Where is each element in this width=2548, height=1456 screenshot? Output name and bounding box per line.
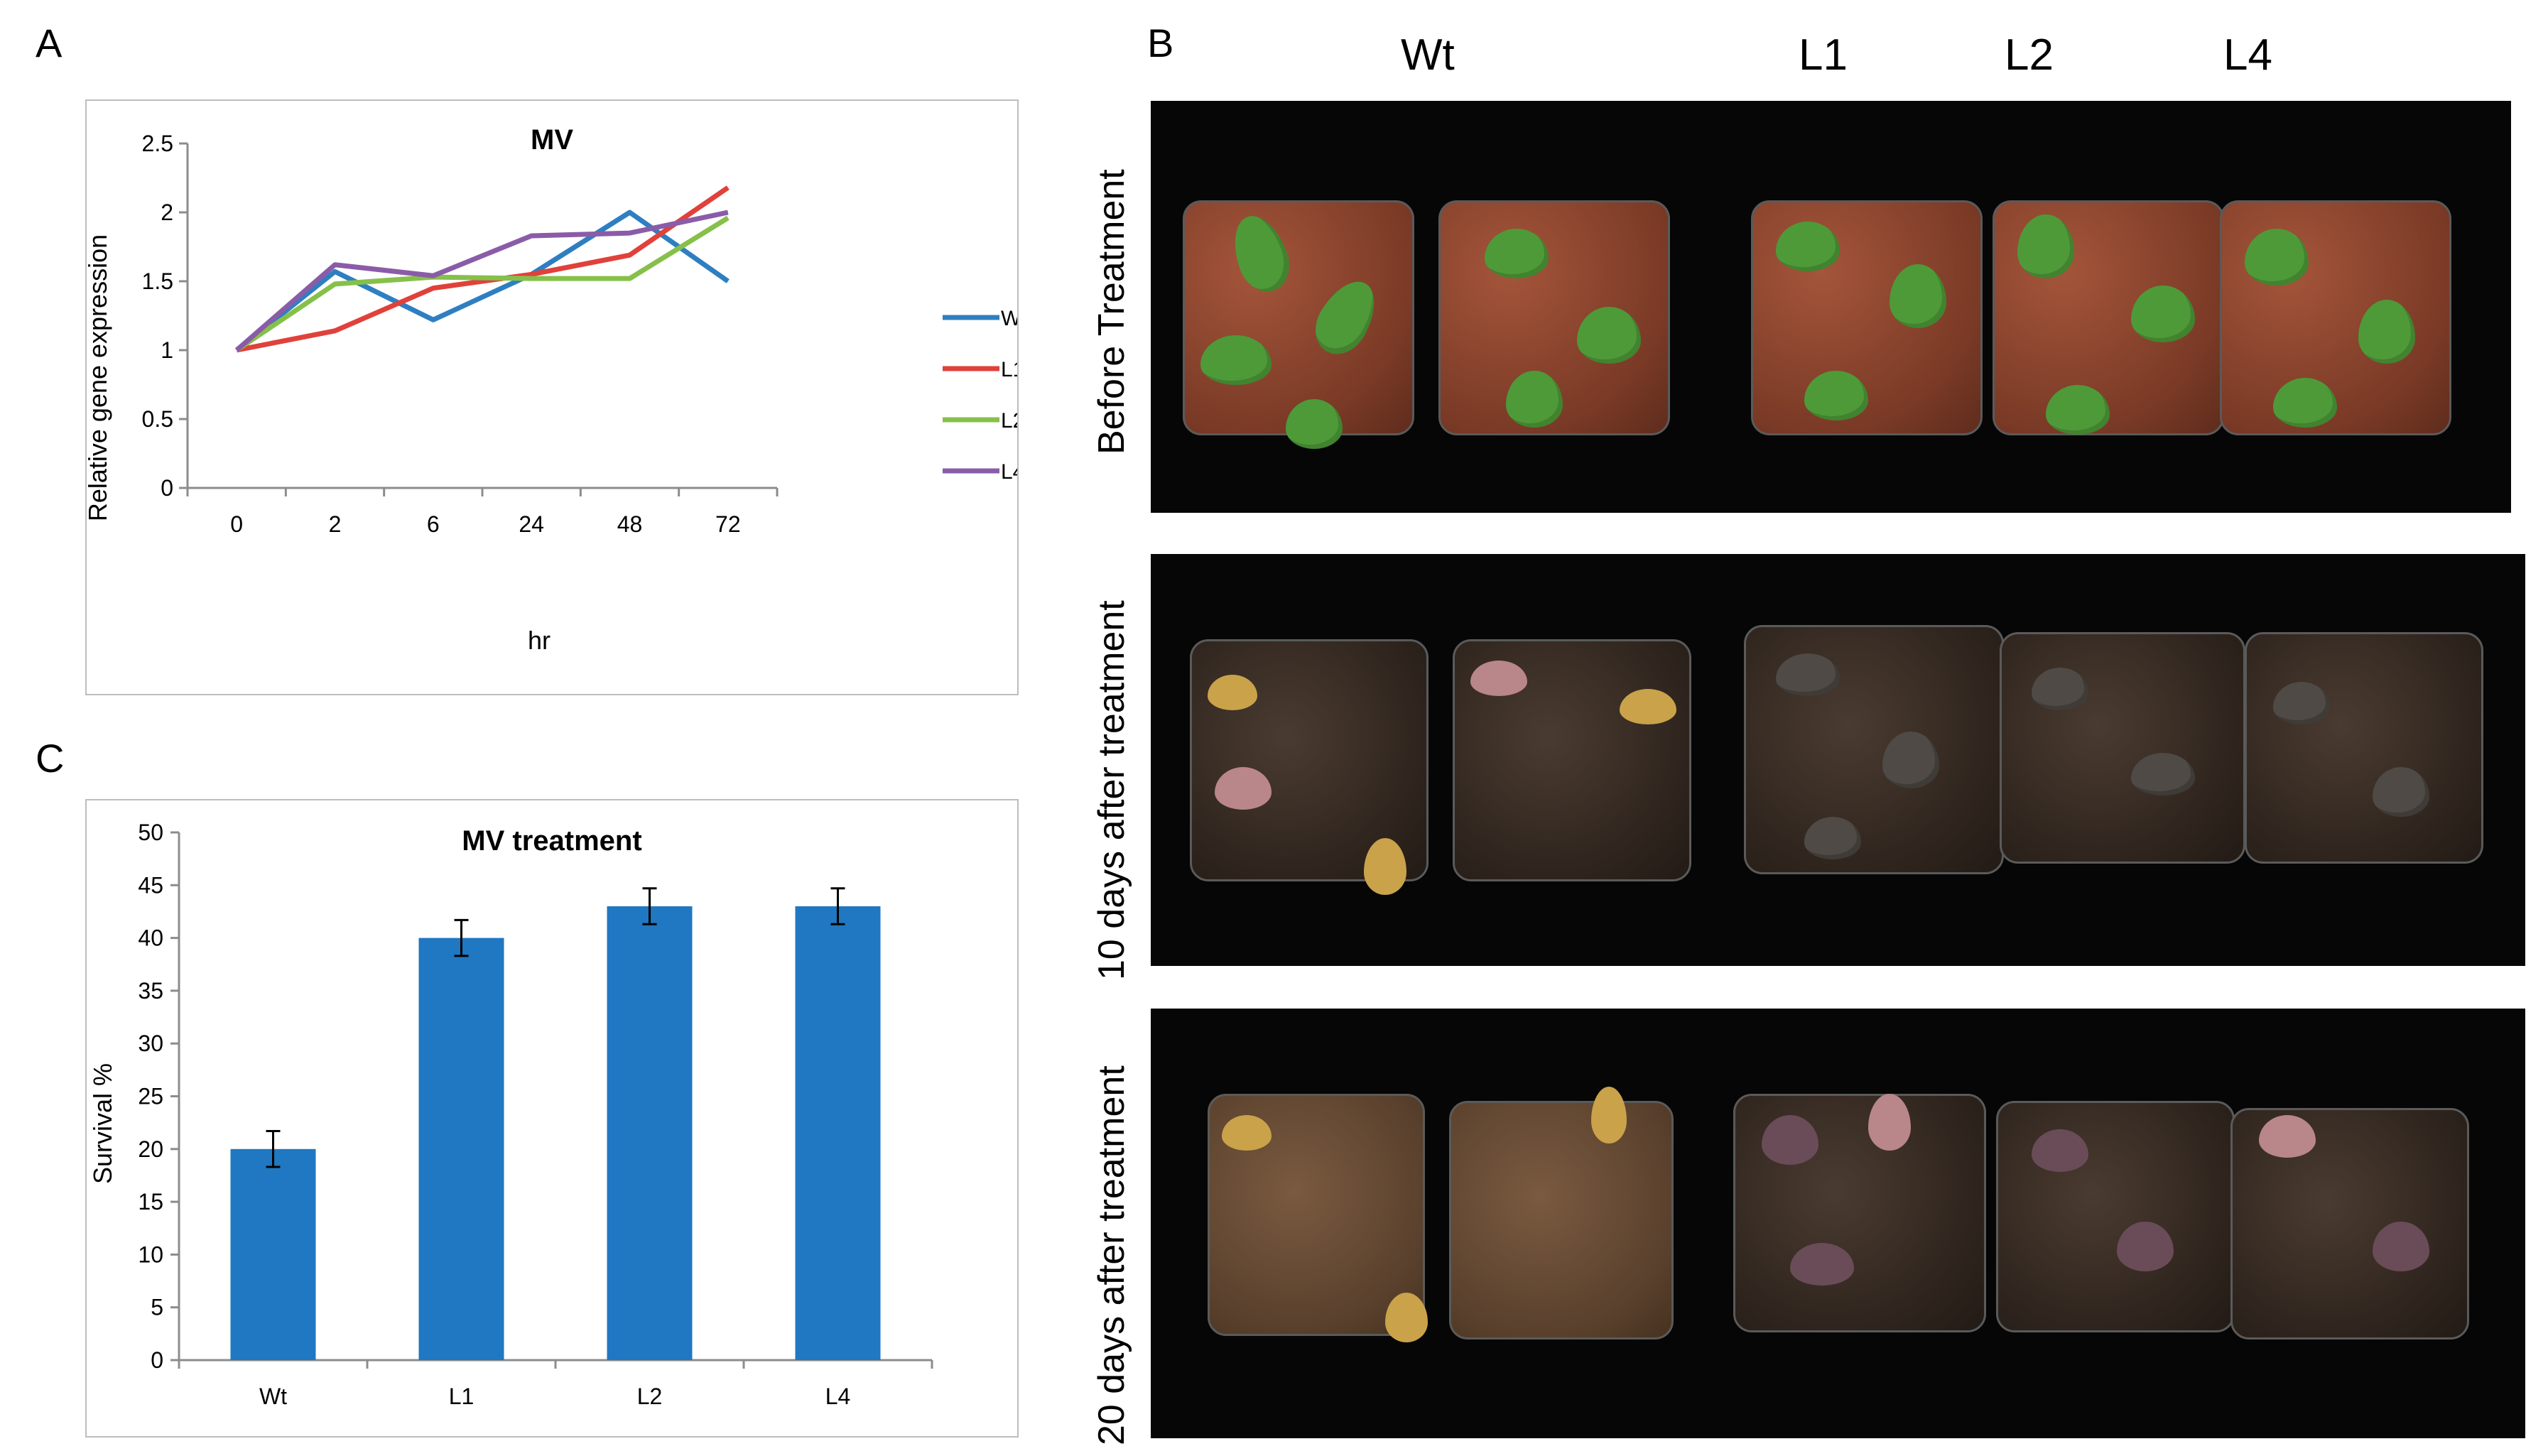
photo-10-days-after <box>1151 554 2525 966</box>
photo-before-treatment <box>1151 101 2511 513</box>
bar-chart: MV treatment Survival % 0 5 10 15 20 25 30 35 40… <box>88 820 933 1409</box>
y-tick-label: 10 <box>138 1242 163 1267</box>
line-chart-xlabel: hr <box>528 626 551 655</box>
legend-label-wt: Wt <box>1001 307 1017 330</box>
x-tick-label: 48 <box>617 511 643 537</box>
y-tick-label: 35 <box>138 978 163 1004</box>
series-line-l4 <box>234 210 729 352</box>
column-label-l1: L1 <box>1799 31 1848 80</box>
legend-label-l1: L1 <box>1001 358 1017 381</box>
line-chart-title: MV <box>531 124 573 156</box>
bar-chart-ylabel: Survival % <box>88 1063 117 1184</box>
x-tick-label: L1 <box>449 1384 475 1409</box>
y-tick-label: 1 <box>161 337 173 363</box>
panel-letter-b: B <box>1147 21 1174 65</box>
y-tick-label: 1.5 <box>142 268 173 294</box>
legend-label-l4: L4 <box>1001 460 1017 484</box>
y-tick-label: 50 <box>138 820 163 845</box>
x-tick-label: 0 <box>230 511 243 537</box>
y-tick-label: 0 <box>151 1347 163 1373</box>
x-tick-label: 2 <box>329 511 342 537</box>
y-tick-label: 20 <box>138 1136 163 1162</box>
bar-l1 <box>418 938 504 1360</box>
x-tick-label: 72 <box>715 511 741 537</box>
y-tick-label: 0 <box>161 475 173 501</box>
line-chart-panel: MV Relative gene expression hr 0 0.5 1 1.5 2… <box>83 99 1027 695</box>
bar-chart-title: MV treatment <box>462 825 641 857</box>
bar-l2 <box>607 906 693 1360</box>
y-tick-label: 0.5 <box>142 406 173 432</box>
line-chart-ylabel: Relative gene expression <box>87 234 112 521</box>
column-label-wt: Wt <box>1401 31 1455 80</box>
row-label-before: Before Treatment <box>1091 169 1132 455</box>
y-tick-label: 15 <box>138 1189 163 1215</box>
y-tick-label: 2.5 <box>142 131 173 156</box>
y-tick-label: 5 <box>151 1295 163 1320</box>
y-tick-label: 40 <box>138 925 163 951</box>
series-line-wt <box>234 210 730 352</box>
bar-chart-panel: MV treatment Survival % 0 5 10 15 20 25 30 35 40… <box>85 799 1019 1438</box>
row-label-20-days: 20 days after treatment <box>1091 1065 1132 1445</box>
y-tick-label: 25 <box>138 1084 163 1109</box>
y-tick-label: 2 <box>161 200 173 225</box>
column-label-l2: L2 <box>2005 31 2054 80</box>
x-tick-label: L2 <box>637 1384 663 1409</box>
y-tick-label: 30 <box>138 1031 163 1056</box>
legend-label-l2: L2 <box>1001 409 1017 433</box>
y-tick-label: 45 <box>138 872 163 898</box>
bar-l4 <box>795 906 881 1360</box>
x-tick-label: Wt <box>259 1384 287 1409</box>
x-tick-label: 24 <box>519 511 544 537</box>
x-tick-label: L4 <box>825 1384 851 1409</box>
series-line-l1 <box>236 185 730 353</box>
x-tick-label: 6 <box>427 511 440 537</box>
panel-letter-c: C <box>36 736 65 781</box>
photo-20-days-after <box>1151 1009 2525 1438</box>
series-line-l2 <box>235 215 730 352</box>
line-chart: MV Relative gene expression hr 0 0.5 1 1.5 2… <box>83 124 1027 655</box>
bar-wt <box>230 1148 316 1360</box>
row-label-10-days: 10 days after treatment <box>1091 600 1132 980</box>
column-label-l4: L4 <box>2223 31 2272 80</box>
panel-letter-a: A <box>36 21 63 65</box>
